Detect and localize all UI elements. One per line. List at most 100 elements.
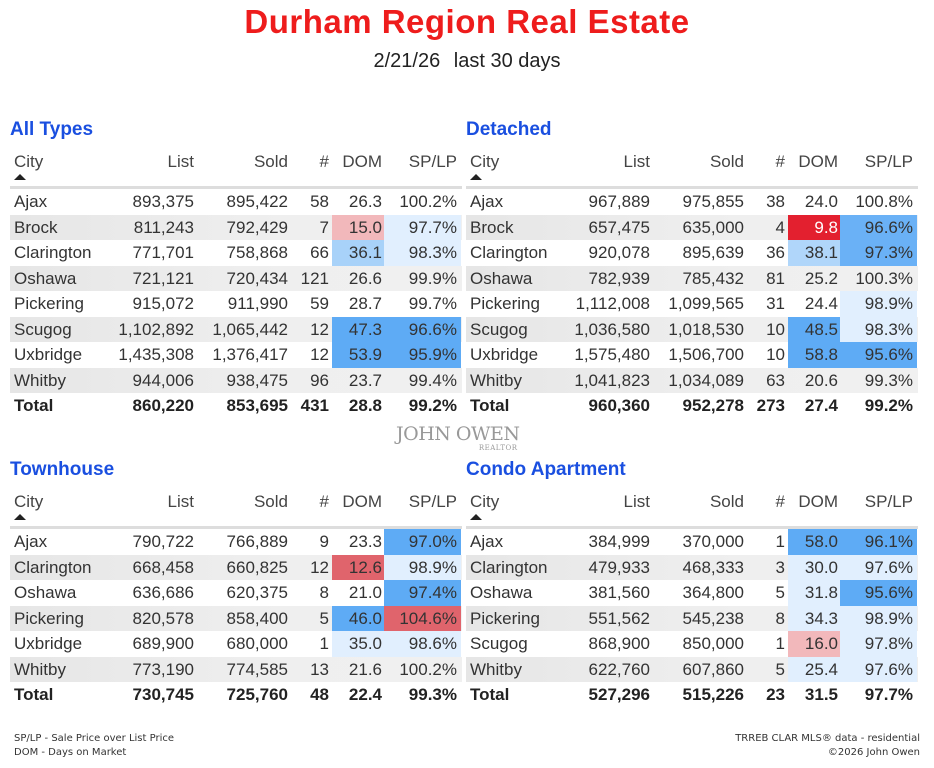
report-period: last 30 days bbox=[453, 50, 561, 72]
total-list: 527,296 bbox=[588, 685, 650, 704]
total-count: 23 bbox=[766, 685, 785, 704]
cell-city: Oshawa bbox=[14, 583, 77, 602]
total-list: 960,360 bbox=[588, 396, 650, 415]
column-header-sold[interactable]: Sold bbox=[253, 152, 288, 171]
total-splp: 97.7% bbox=[864, 685, 913, 704]
cell-list: 820,578 bbox=[132, 608, 194, 628]
cell-splp: 97.3% bbox=[840, 240, 917, 266]
cell-splp: 98.3% bbox=[840, 316, 917, 342]
cell-dom: 35.0 bbox=[332, 631, 384, 657]
column-header-city[interactable]: City bbox=[470, 152, 500, 171]
table-row: Whitby 1,041,823 1,034,089 63 20.6 99.3% bbox=[466, 367, 918, 393]
cell-splp: 98.6% bbox=[384, 631, 461, 657]
cell-dom: 47.3 bbox=[332, 316, 384, 342]
cell-count: 1 bbox=[775, 634, 785, 653]
table-header: City List Sold # DOM SP/LP bbox=[10, 150, 462, 189]
cell-splp: 100.3% bbox=[855, 268, 913, 288]
cell-count: 9 bbox=[319, 532, 329, 551]
cell-splp: 104.6% bbox=[384, 605, 461, 631]
sort-ascending-icon[interactable] bbox=[14, 174, 26, 180]
column-header-count[interactable]: # bbox=[319, 492, 329, 511]
cell-city: Clarington bbox=[14, 243, 92, 262]
column-header-splp[interactable]: SP/LP bbox=[864, 492, 913, 511]
column-header-splp[interactable]: SP/LP bbox=[408, 492, 457, 511]
cell-sold: 545,238 bbox=[682, 608, 744, 628]
cell-dom: 58.0 bbox=[788, 529, 840, 555]
cell-list: 721,121 bbox=[132, 268, 194, 288]
sort-ascending-icon[interactable] bbox=[470, 514, 482, 520]
column-header-dom[interactable]: DOM bbox=[342, 152, 382, 171]
all-types-title: All Types bbox=[10, 119, 94, 140]
column-header-dom[interactable]: DOM bbox=[798, 492, 838, 511]
cell-splp: 96.1% bbox=[840, 529, 917, 555]
column-header-sold[interactable]: Sold bbox=[709, 492, 744, 511]
cell-splp: 95.9% bbox=[384, 342, 461, 368]
sort-ascending-icon[interactable] bbox=[14, 514, 26, 520]
column-header-sold[interactable]: Sold bbox=[253, 492, 288, 511]
cell-sold: 785,432 bbox=[682, 268, 744, 288]
cell-city: Pickering bbox=[470, 294, 540, 313]
cell-sold: 850,000 bbox=[682, 634, 744, 653]
table-row: Oshawa 721,121 720,434 121 26.6 99.9% bbox=[10, 265, 462, 291]
table-header: City List Sold # DOM SP/LP bbox=[10, 490, 462, 529]
sort-ascending-icon[interactable] bbox=[470, 174, 482, 180]
cell-splp: 97.6% bbox=[840, 656, 917, 682]
total-list: 730,745 bbox=[132, 685, 194, 704]
total-row: Total 730,745 725,760 48 22.4 99.3% bbox=[10, 682, 462, 708]
cell-splp: 100.8% bbox=[855, 192, 913, 211]
column-header-count[interactable]: # bbox=[775, 152, 785, 171]
cell-sold: 1,018,530 bbox=[668, 319, 744, 339]
cell-dom: 26.6 bbox=[348, 268, 382, 288]
cell-dom: 31.8 bbox=[788, 580, 840, 606]
total-row: Total 960,360 952,278 273 27.4 99.2% bbox=[466, 393, 918, 419]
cell-city: Ajax bbox=[14, 192, 48, 211]
table-row: Clarington 479,933 468,333 3 30.0 97.6% bbox=[466, 554, 918, 580]
cell-count: 13 bbox=[310, 659, 329, 679]
column-header-city[interactable]: City bbox=[14, 152, 44, 171]
townhouse-table: City List Sold # DOM SP/LP Ajax 790,722 766,889 9… bbox=[10, 490, 462, 708]
cell-count: 38 bbox=[766, 192, 785, 211]
column-header-sold[interactable]: Sold bbox=[709, 152, 744, 171]
cell-count: 3 bbox=[775, 557, 785, 577]
column-header-city[interactable]: City bbox=[14, 492, 44, 511]
total-dom: 31.5 bbox=[804, 685, 838, 704]
cell-sold: 607,860 bbox=[682, 659, 744, 679]
total-sold: 725,760 bbox=[226, 685, 288, 704]
cell-city: Ajax bbox=[470, 532, 504, 551]
cell-sold: 911,990 bbox=[227, 294, 288, 313]
cell-splp: 99.4% bbox=[408, 370, 457, 390]
cell-sold: 938,475 bbox=[226, 370, 288, 390]
cell-count: 31 bbox=[766, 294, 785, 313]
cell-list: 920,078 bbox=[588, 243, 650, 262]
column-header-city[interactable]: City bbox=[470, 492, 500, 511]
cell-city: Pickering bbox=[470, 608, 540, 628]
cell-city: Brock bbox=[470, 217, 514, 237]
column-header-dom[interactable]: DOM bbox=[798, 152, 838, 171]
column-header-list[interactable]: List bbox=[167, 492, 194, 511]
table-row: Brock 657,475 635,000 4 9.8 96.6% bbox=[466, 214, 918, 240]
cell-list: 1,036,580 bbox=[574, 319, 650, 339]
cell-dom: 15.0 bbox=[332, 214, 384, 240]
cell-count: 58 bbox=[310, 192, 329, 211]
cell-count: 121 bbox=[300, 268, 329, 288]
cell-sold: 635,000 bbox=[682, 217, 744, 237]
column-header-splp[interactable]: SP/LP bbox=[408, 152, 457, 171]
table-row: Scugog 1,102,892 1,065,442 12 47.3 96.6% bbox=[10, 316, 462, 342]
table-row: Pickering 551,562 545,238 8 34.3 98.9% bbox=[466, 605, 918, 631]
column-header-list[interactable]: List bbox=[167, 152, 194, 171]
total-row: Total 527,296 515,226 23 31.5 97.7% bbox=[466, 682, 918, 708]
cell-sold: 758,868 bbox=[226, 243, 288, 262]
column-header-list[interactable]: List bbox=[623, 152, 650, 171]
total-city: Total bbox=[14, 396, 54, 415]
cell-list: 773,190 bbox=[132, 659, 194, 679]
table-row: Ajax 384,999 370,000 1 58.0 96.1% bbox=[466, 529, 918, 555]
column-header-dom[interactable]: DOM bbox=[342, 492, 382, 511]
column-header-list[interactable]: List bbox=[623, 492, 650, 511]
cell-splp: 99.7% bbox=[408, 294, 457, 313]
column-header-count[interactable]: # bbox=[775, 492, 785, 511]
cell-sold: 1,099,565 bbox=[668, 294, 744, 313]
cell-list: 1,102,892 bbox=[118, 319, 194, 339]
column-header-count[interactable]: # bbox=[319, 152, 329, 171]
table-row: Pickering 915,072 911,990 59 28.7 99.7% bbox=[10, 291, 462, 317]
column-header-splp[interactable]: SP/LP bbox=[864, 152, 913, 171]
